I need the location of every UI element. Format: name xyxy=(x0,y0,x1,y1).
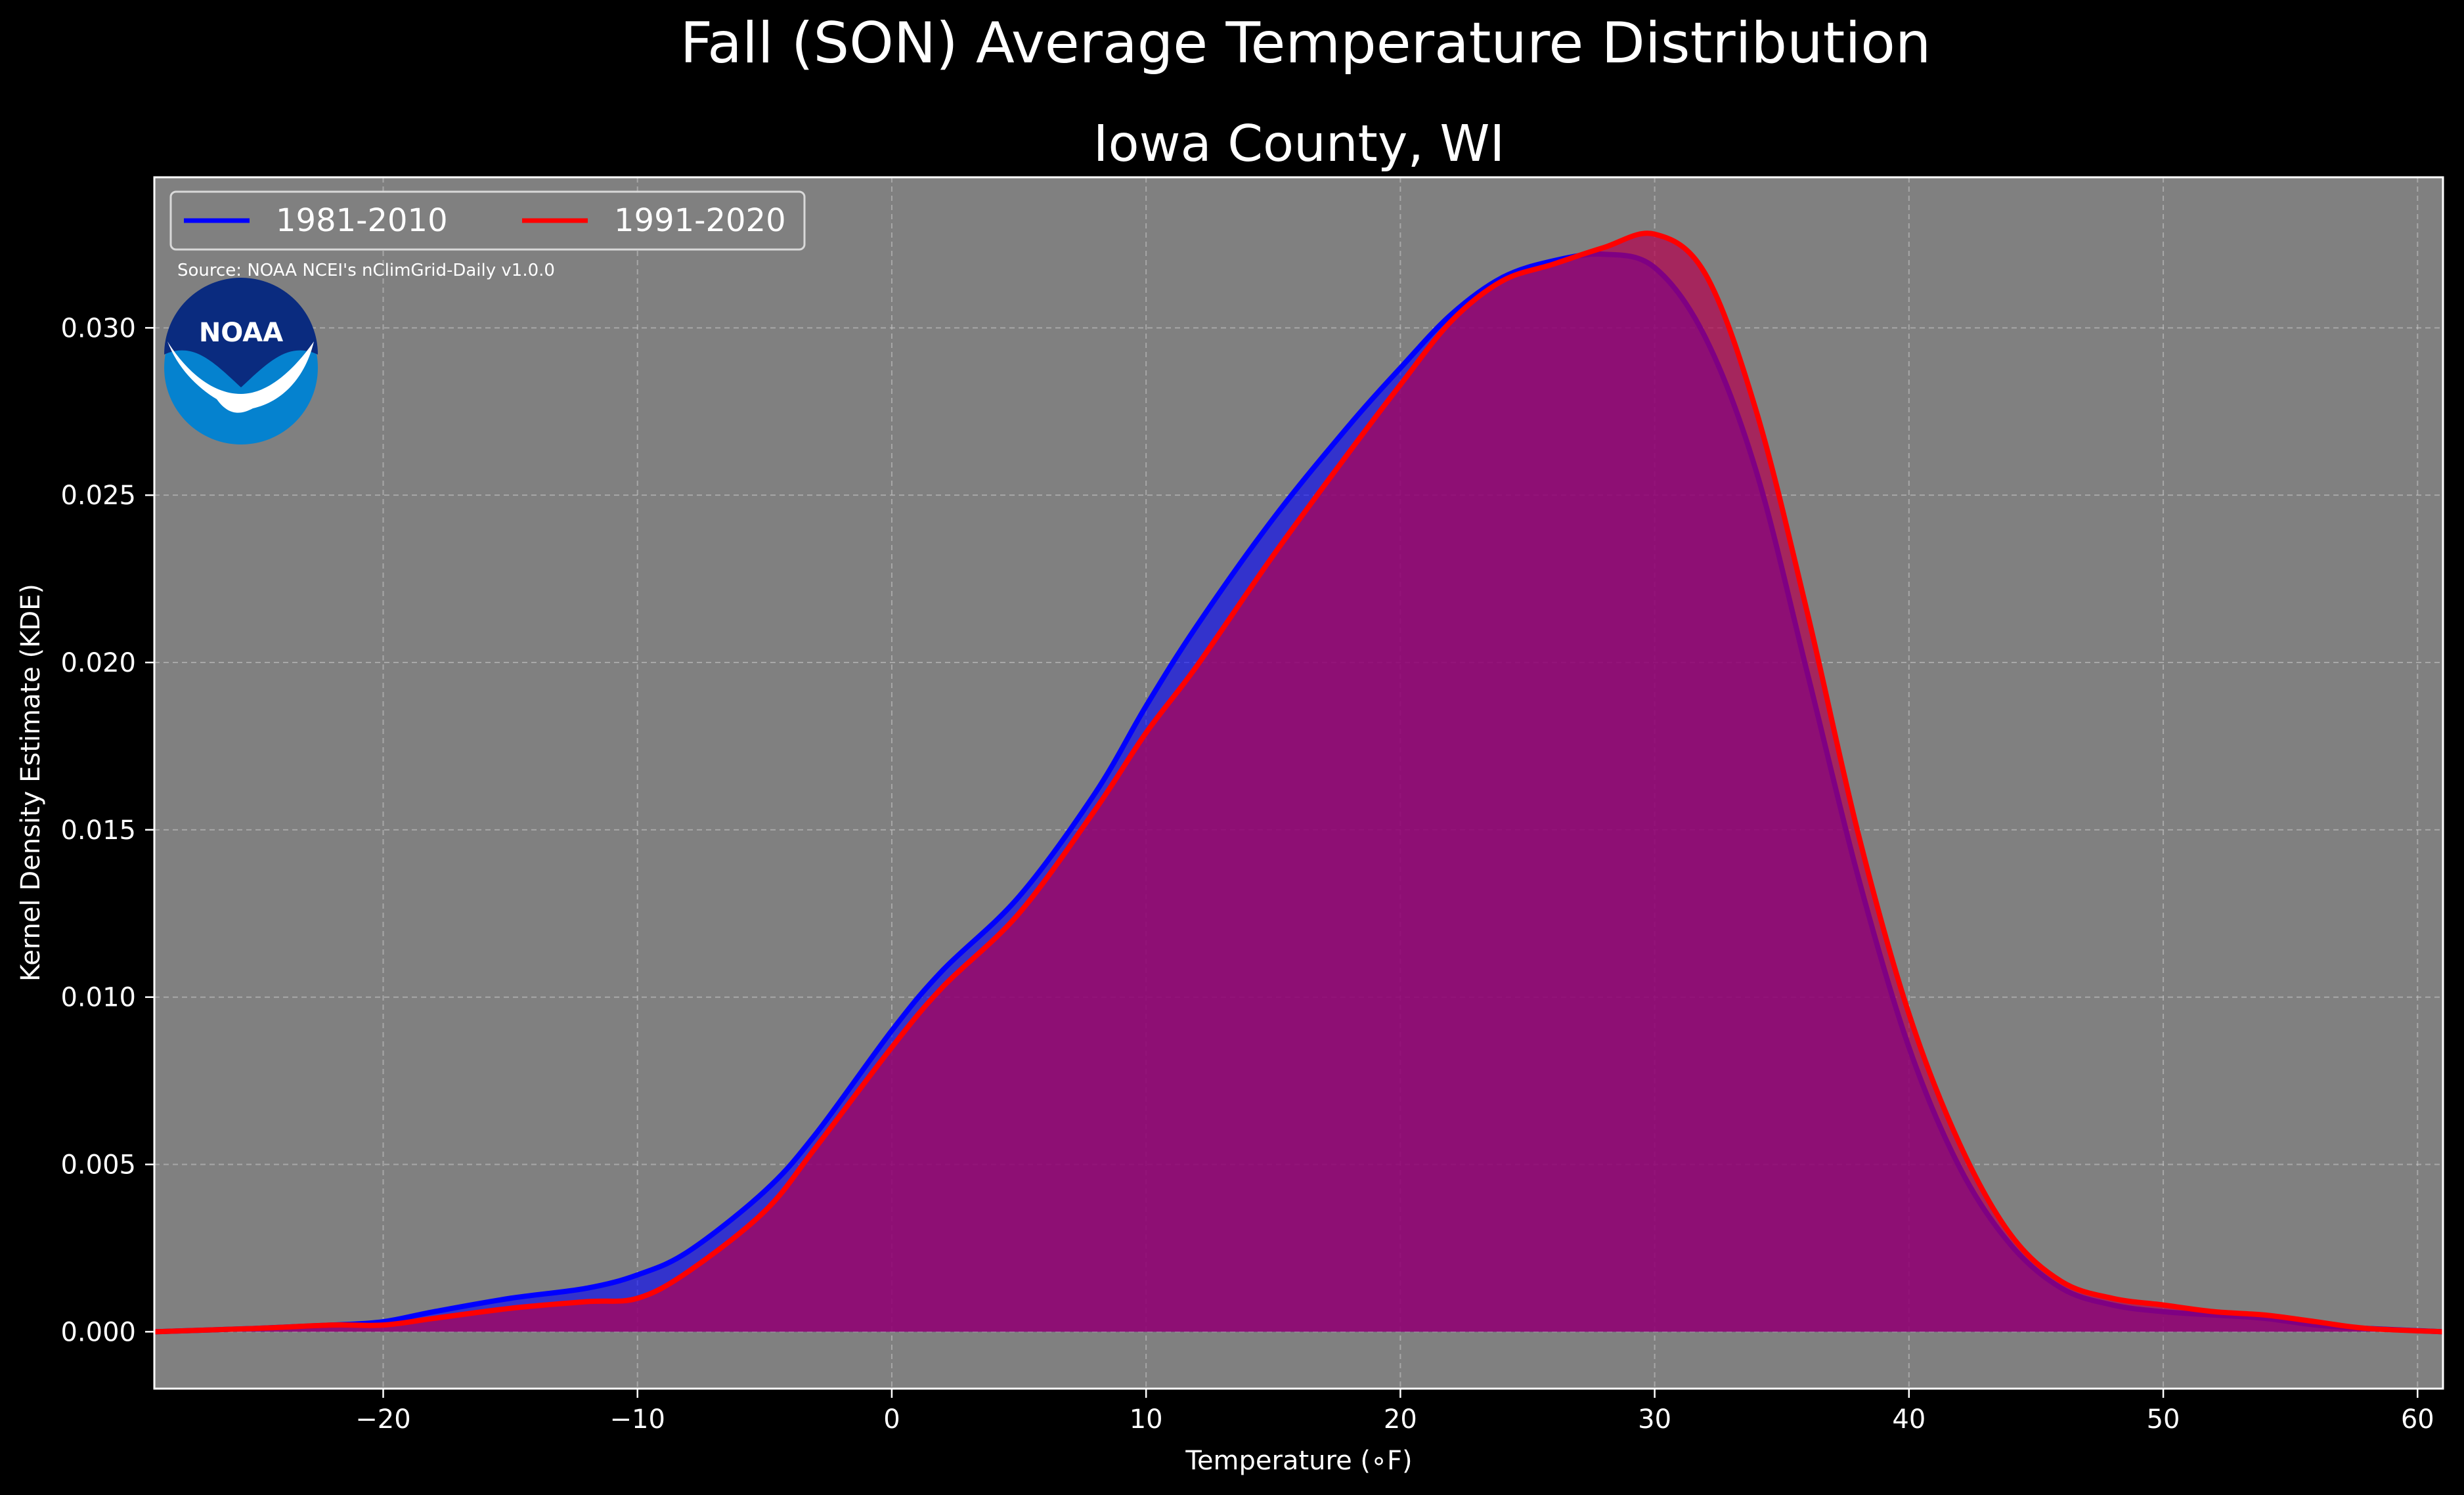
plot-frame xyxy=(153,176,2444,1390)
x-tick-label: 10 xyxy=(1130,1404,1163,1435)
y-tick-label: 0.025 xyxy=(60,481,136,511)
y-tick-label: 0.005 xyxy=(60,1150,136,1181)
chart-suptitle: Fall (SON) Average Temperature Distribut… xyxy=(680,11,1931,76)
chart-subtitle: Iowa County, WI xyxy=(1093,115,1505,173)
y-tick-label: 0.030 xyxy=(60,313,136,343)
y-tick-label: 0.015 xyxy=(60,815,136,846)
x-tick-label: 60 xyxy=(2401,1404,2434,1435)
x-tick-label: 40 xyxy=(1892,1404,1925,1435)
x-tick-label: −20 xyxy=(355,1404,410,1435)
y-tick-label: 0.000 xyxy=(60,1317,136,1347)
x-tick-label: −10 xyxy=(610,1404,665,1435)
y-tick-label: 0.010 xyxy=(60,983,136,1013)
x-axis-label: Temperature (∘F) xyxy=(1185,1446,1412,1476)
x-tick-label: 30 xyxy=(1638,1404,1671,1435)
legend-label-1991-2020: 1991-2020 xyxy=(614,202,786,239)
source-note: Source: NOAA NCEI's nClimGrid-Daily v1.0… xyxy=(177,261,555,280)
y-tick-label: 0.020 xyxy=(60,648,136,678)
plot-area xyxy=(153,176,2444,1390)
series-layer xyxy=(154,230,2444,1335)
noaa-logo-dark-top xyxy=(164,278,318,387)
y-axis-ticks: 0.000 0.005 0.010 0.015 0.020 0.025 0.030 xyxy=(60,313,154,1347)
legend: 1981-2010 1991-2020 xyxy=(169,190,806,251)
noaa-logo: NOAA xyxy=(164,278,318,444)
x-tick-label: 20 xyxy=(1384,1404,1417,1435)
x-tick-label: 50 xyxy=(2147,1404,2180,1435)
legend-box xyxy=(169,190,806,251)
series-area-1991-2020 xyxy=(154,233,2443,1332)
y-axis-label: Kernel Density Estimate (KDE) xyxy=(16,584,46,982)
series-line-1991-2020 xyxy=(154,230,2444,1335)
x-axis-ticks: −20 −10 0 10 20 30 40 50 60 xyxy=(355,1389,2434,1435)
noaa-logo-text: NOAA xyxy=(199,318,283,348)
noaa-logo-gull xyxy=(167,341,314,413)
x-tick-label: 0 xyxy=(883,1404,900,1435)
legend-label-1981-2010: 1981-2010 xyxy=(276,202,448,239)
